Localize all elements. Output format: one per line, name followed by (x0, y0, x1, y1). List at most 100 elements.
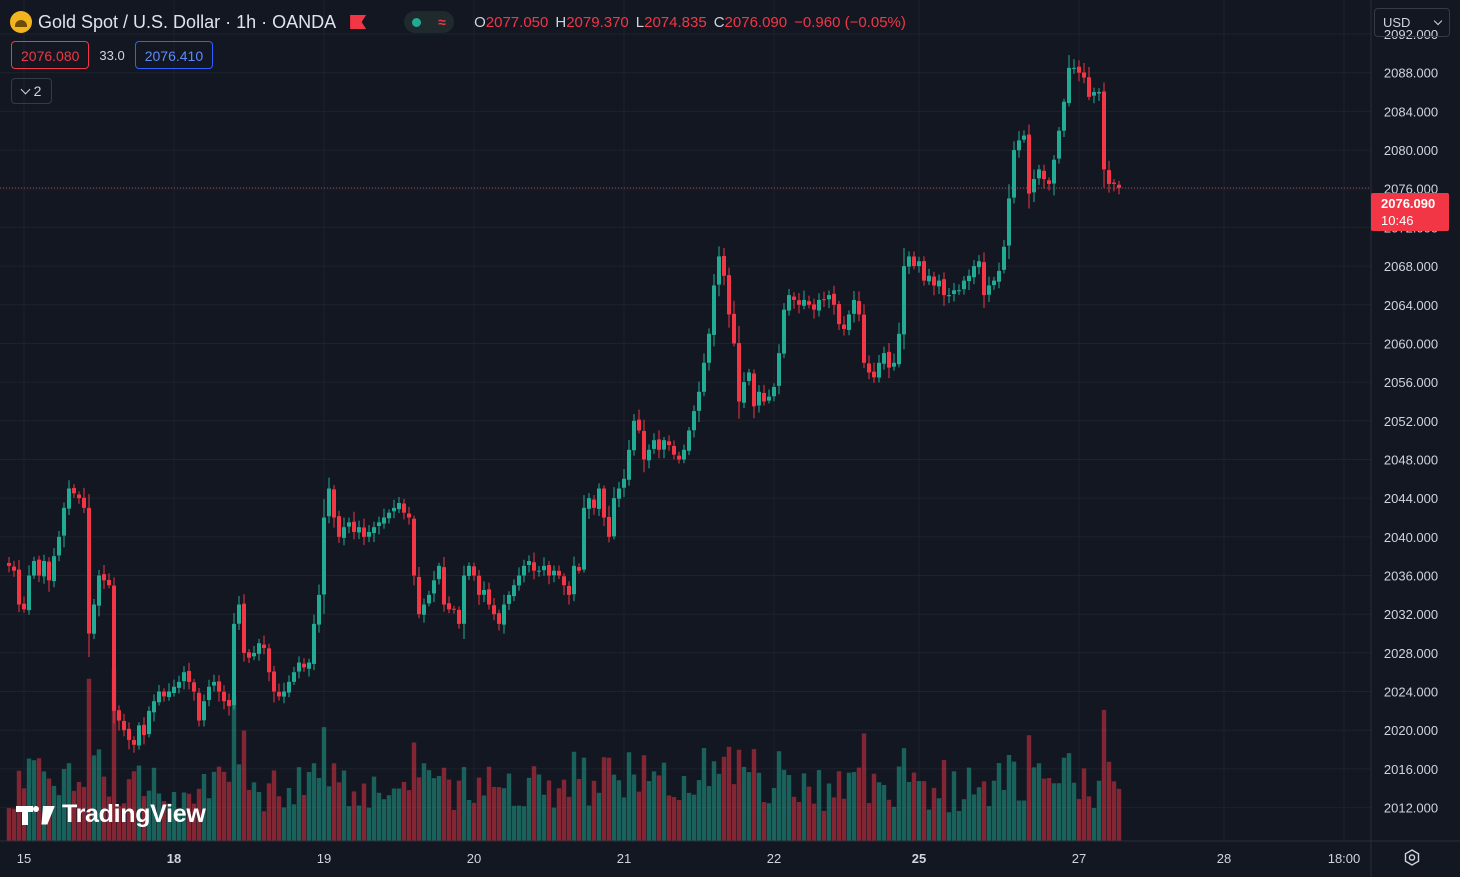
candle-body (482, 590, 486, 595)
volume-bar (836, 771, 842, 841)
volume-bar (571, 751, 577, 841)
volume-bar (26, 758, 32, 841)
volume-bar (511, 805, 517, 841)
candle-body (647, 449, 651, 461)
candle-body (857, 301, 861, 315)
currency-select[interactable]: USD (1374, 8, 1450, 37)
candle-body (732, 313, 736, 344)
volume-bar (726, 746, 732, 841)
market-status-icon[interactable]: ≈ (404, 11, 455, 33)
volume-bar (1031, 767, 1037, 841)
candle-body (517, 575, 521, 586)
volume-bar (526, 777, 532, 841)
candle-body (752, 373, 756, 407)
volume-bar (666, 795, 672, 841)
candle-body (107, 579, 111, 586)
candle-body (72, 488, 76, 494)
candle-body (1012, 150, 1016, 198)
volume-bar (746, 772, 752, 841)
candle-body (932, 276, 936, 286)
tradingview-watermark[interactable]: TradingView (16, 800, 206, 829)
volume-bar (1041, 778, 1047, 841)
volume-bar (261, 811, 267, 841)
volume-bar (201, 773, 207, 841)
price-axis[interactable]: 2092.000 2088.000 2084.000 2080.000 2076.000… (1384, 27, 1438, 816)
volume-bar (801, 773, 807, 841)
candle-body (587, 498, 591, 509)
volume-bar (291, 804, 297, 841)
candle-body (1102, 91, 1106, 170)
flag-icon[interactable] (350, 15, 367, 29)
volume-bar (711, 761, 717, 841)
candle-body (302, 663, 306, 668)
candle-body (627, 449, 631, 480)
volume-bar (736, 749, 742, 841)
time-axis[interactable]: 15 18 19 20 21 22 25 27 28 18:00 (17, 851, 1361, 866)
candle-body (102, 574, 106, 581)
candle-body (1032, 179, 1036, 193)
candle-body (472, 566, 476, 576)
candle-body (307, 662, 311, 669)
time-tick-label: 15 (17, 851, 31, 866)
candle-body (887, 351, 891, 368)
candle-body (217, 681, 221, 692)
candle-body (477, 575, 481, 595)
candle-body (267, 648, 271, 673)
candle-body (632, 420, 636, 451)
candle-body (1072, 67, 1076, 69)
sell-button[interactable]: 2076.080 (11, 41, 90, 69)
candle-body (712, 285, 716, 335)
candle-body (132, 739, 136, 745)
volume-bar (96, 749, 102, 841)
candle-body (832, 293, 836, 305)
candle-body (892, 362, 896, 367)
candle-body (242, 603, 246, 653)
candle-body (1057, 130, 1061, 159)
candle-body (42, 561, 46, 577)
candle-body (252, 652, 256, 657)
time-tick-label: 19 (317, 851, 331, 866)
price-tick-label: 2056.000 (1384, 375, 1438, 390)
candle-body (292, 672, 296, 682)
candlestick-series[interactable] (7, 55, 1121, 753)
volume-bar (296, 767, 302, 841)
candle-body (937, 280, 941, 287)
volume-bar (6, 808, 12, 841)
volume-bar (126, 779, 132, 841)
candle-body (942, 279, 946, 296)
volume-bar (111, 668, 117, 841)
candle-body (202, 701, 206, 721)
candle-body (912, 256, 916, 267)
volume-bar (281, 807, 287, 841)
candle-body (747, 372, 751, 381)
volume-bar (701, 748, 707, 841)
volume-bar (926, 809, 932, 841)
candle-body (487, 589, 491, 605)
candle-body (247, 652, 251, 658)
candle-body (967, 275, 971, 282)
wave-icon: ≈ (438, 14, 446, 30)
volume-bar (821, 810, 827, 841)
candle-body (92, 604, 96, 634)
volume-bar (826, 783, 832, 841)
candle-body (507, 594, 511, 604)
symbol-title[interactable]: Gold Spot / U.S. Dollar · 1h · OANDA (38, 11, 337, 32)
candle-body (317, 594, 321, 625)
candle-body (742, 382, 746, 403)
volume-bar (756, 772, 762, 841)
buy-button[interactable]: 2076.410 (134, 41, 214, 69)
candle-body (682, 449, 686, 460)
indicators-toggle-button[interactable]: 2 (11, 78, 52, 104)
volume-bar (276, 796, 282, 841)
candle-body (592, 499, 596, 508)
trade-panel: 2076.080 33.0 2076.410 (11, 41, 214, 69)
candle-body (212, 681, 216, 686)
volume-bar (186, 793, 192, 841)
candle-body (842, 324, 846, 329)
candle-body (112, 585, 116, 711)
gear-icon[interactable] (1403, 849, 1421, 867)
candle-body (402, 503, 406, 513)
volume-bar (216, 766, 222, 841)
candle-body (157, 691, 161, 703)
